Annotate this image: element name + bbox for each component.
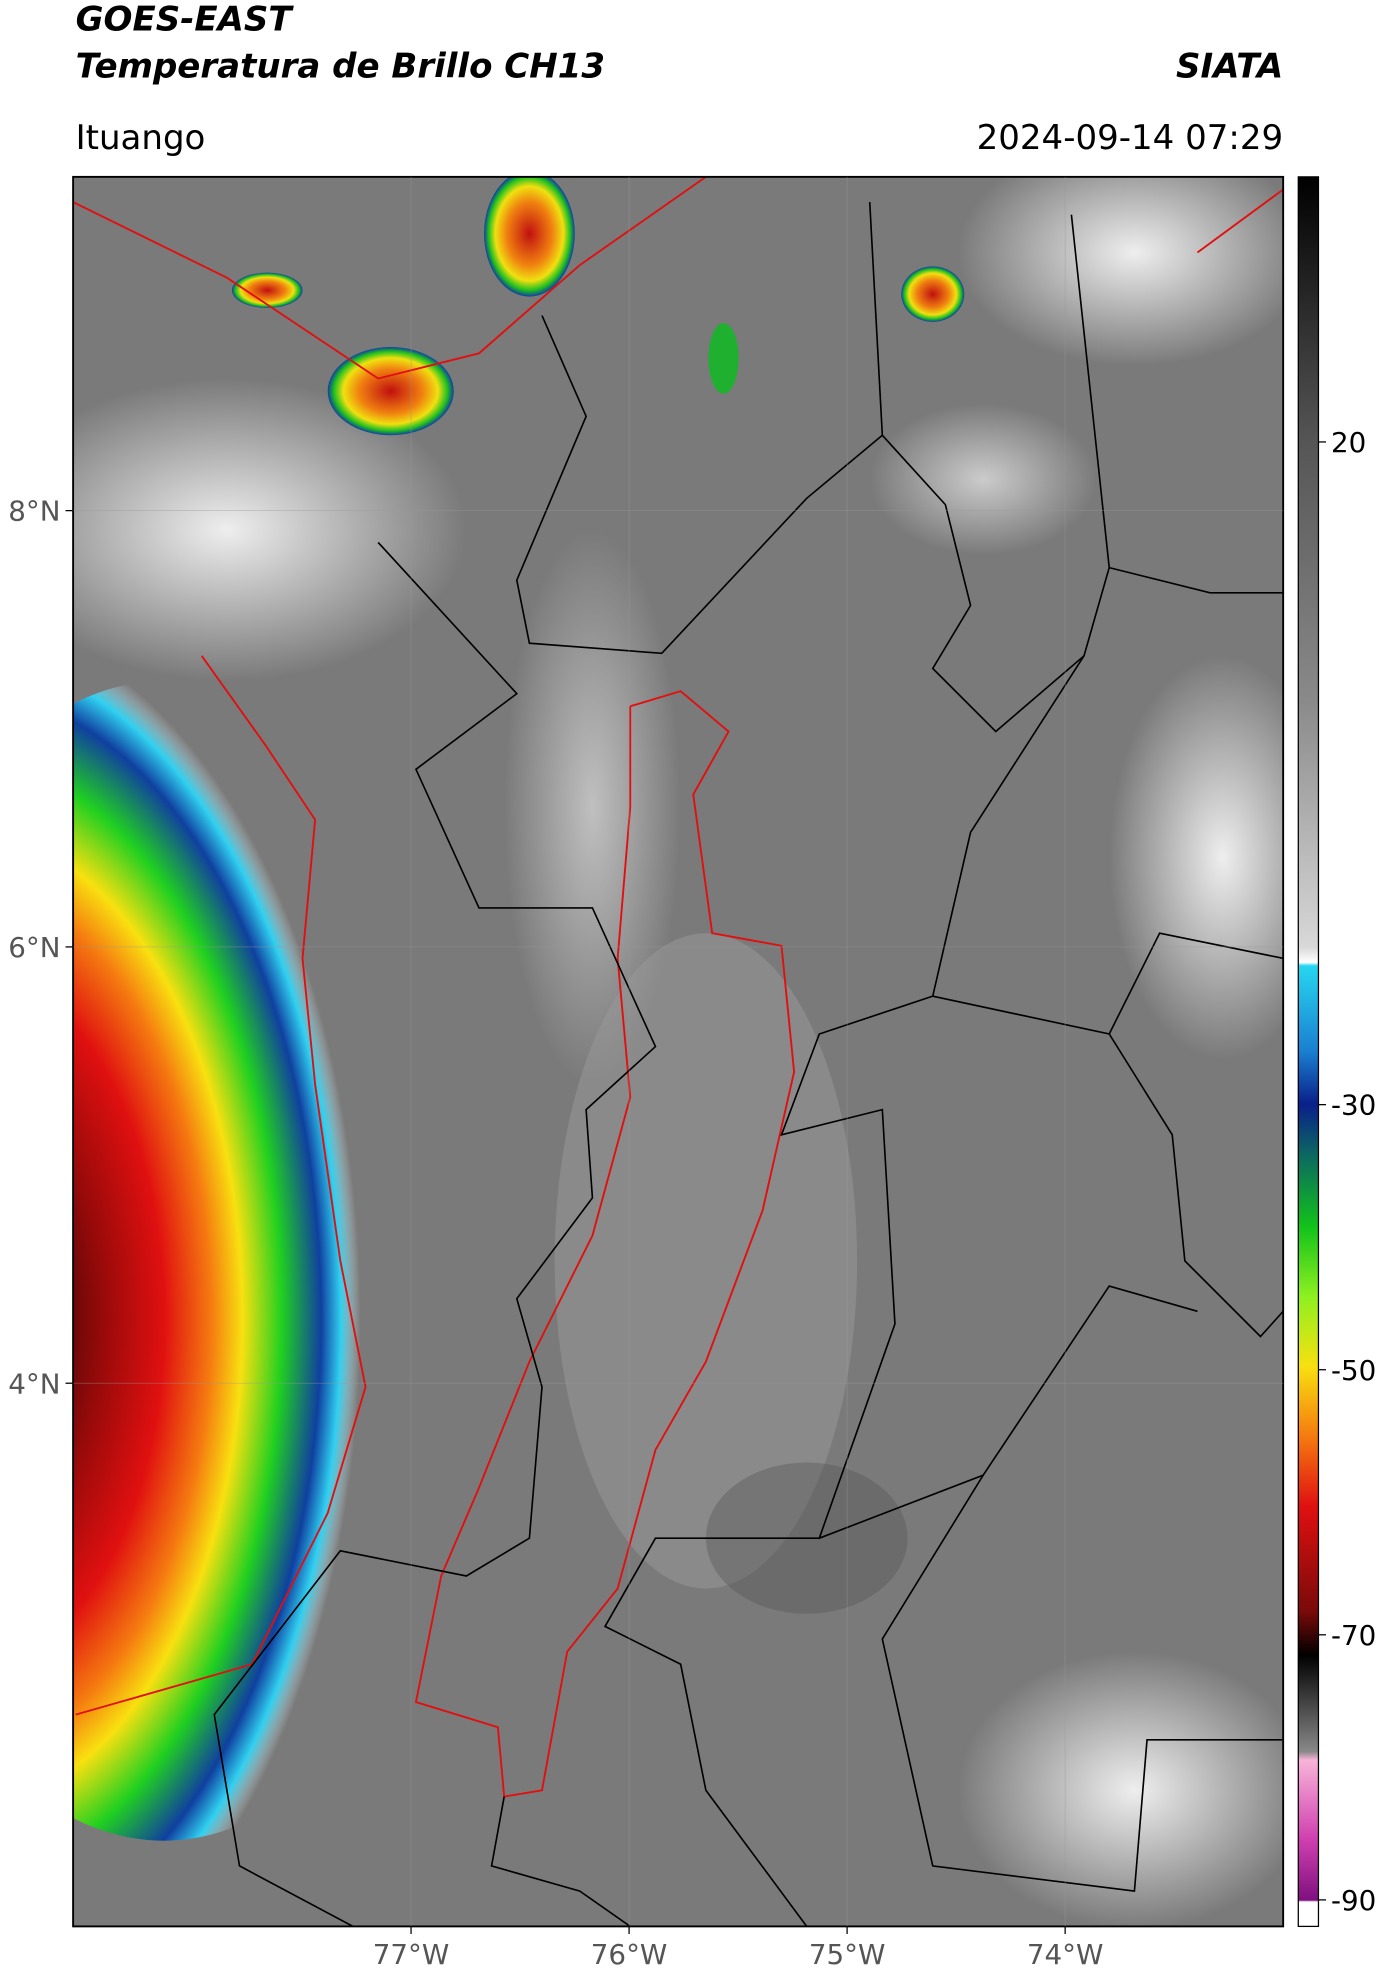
x-tick-label: 75°W — [809, 1938, 886, 1971]
x-tick-label: 76°W — [591, 1938, 668, 1971]
subtitle: Temperatura de Brillo CH13 — [76, 46, 605, 86]
colorbar-tick-label: 20 — [1331, 426, 1366, 459]
location: Ituango — [76, 118, 206, 158]
colorbar-tick-label: -90 — [1331, 1884, 1376, 1917]
colorbar-tick-label: -50 — [1331, 1354, 1376, 1387]
title: GOES-EAST — [76, 0, 295, 40]
x-tick-label: 77°W — [373, 1938, 450, 1971]
y-tick-label: 6°N — [8, 931, 60, 964]
x-tick-label: 74°W — [1027, 1938, 1104, 1971]
satellite-image — [73, 176, 1284, 1927]
colorbar-tick-label: -30 — [1331, 1089, 1376, 1122]
y-tick-label: 4°N — [8, 1367, 60, 1400]
colorbar-tick-label: -70 — [1331, 1619, 1376, 1652]
datetime: 2024-09-14 07:29 — [977, 118, 1284, 158]
colorbar — [1297, 176, 1320, 1928]
y-tick-label: 8°N — [8, 495, 60, 528]
map-frame — [72, 175, 1285, 1928]
source: SIATA — [1176, 46, 1283, 86]
